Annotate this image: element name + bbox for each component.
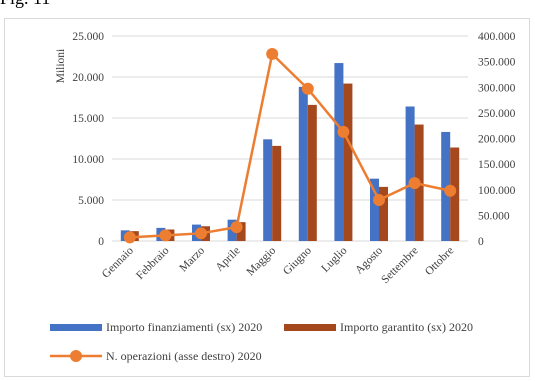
y-left-tick-label: 15.000 — [72, 113, 104, 125]
y-left-tick-label: 5.000 — [78, 195, 104, 207]
x-tick-label: Gennaio — [100, 244, 136, 280]
y-left-tick-label: 20.000 — [72, 72, 104, 84]
x-tick-label: Giugno — [281, 244, 314, 277]
bar-importo-finanziamenti — [298, 86, 308, 241]
x-tick-label: Luglio — [319, 244, 349, 274]
point-n-operazioni — [123, 231, 136, 244]
x-tick-label: Maggio — [245, 244, 279, 278]
legend-label-importo-finanziamenti: Importo finanziamenti (sx) 2020 — [106, 320, 262, 334]
y-right-tick-label: 100.000 — [478, 185, 516, 197]
y-left-tick-label: 10.000 — [72, 154, 104, 166]
bar-importo-garantito — [343, 83, 353, 241]
y-left-axis-label: Milioni — [55, 49, 67, 84]
chart-frame — [4, 18, 530, 377]
y-right-tick-label: 0 — [478, 236, 484, 248]
bar-importo-garantito — [379, 186, 388, 241]
x-tick-label: Marzo — [177, 244, 207, 274]
x-tick-label: Febbraio — [134, 244, 172, 282]
x-tick-label: Ottobre — [423, 245, 456, 278]
y-right-tick-label: 150.000 — [478, 159, 516, 171]
bar-importo-garantito — [272, 145, 282, 241]
point-n-operazioni — [159, 229, 172, 242]
legend-label-importo-garantito: Importo garantito (sx) 2020 — [340, 320, 473, 334]
point-n-operazioni — [408, 177, 421, 190]
legend-label-n-operazioni: N. operazioni (asse destro) 2020 — [106, 349, 262, 363]
y-right-tick-label: 250.000 — [478, 108, 516, 120]
y-right-tick-label: 300.000 — [478, 82, 516, 94]
bar-importo-finanziamenti — [441, 131, 451, 241]
bar-importo-finanziamenti — [263, 139, 273, 241]
y-right-tick-label: 50.000 — [478, 210, 510, 222]
y-right-tick-label: 200.000 — [478, 134, 516, 146]
point-n-operazioni — [373, 194, 385, 206]
line-n-operazioni — [129, 51, 451, 239]
point-n-operazioni — [301, 82, 314, 95]
legend-swatch-marker-n-operazioni — [70, 350, 82, 362]
y-right-tick-label: 350.000 — [478, 57, 516, 69]
bar-importo-garantito — [307, 104, 317, 241]
bar-importo-garantito — [236, 222, 246, 241]
y-left-tick-label: 25.000 — [72, 31, 104, 43]
x-tick-label: Aprile — [213, 245, 242, 274]
bar-importo-finanziamenti — [370, 178, 379, 241]
x-tick-label: Settembre — [379, 245, 420, 286]
legend-swatch-importo-garantito — [284, 324, 336, 331]
bar-importo-finanziamenti — [405, 106, 415, 242]
point-n-operazioni — [266, 47, 279, 60]
point-n-operazioni — [444, 184, 457, 197]
y-right-tick-label: 400.000 — [478, 31, 516, 43]
figure-label: Fig. 11 — [0, 0, 50, 9]
y-left-tick-label: 0 — [98, 236, 104, 248]
bar-importo-finanziamenti — [334, 63, 344, 242]
point-n-operazioni — [337, 125, 350, 138]
legend-swatch-importo-finanziamenti — [50, 324, 102, 331]
point-n-operazioni — [230, 221, 243, 234]
point-n-operazioni — [195, 227, 207, 240]
x-tick-label: Agosto — [353, 244, 385, 276]
